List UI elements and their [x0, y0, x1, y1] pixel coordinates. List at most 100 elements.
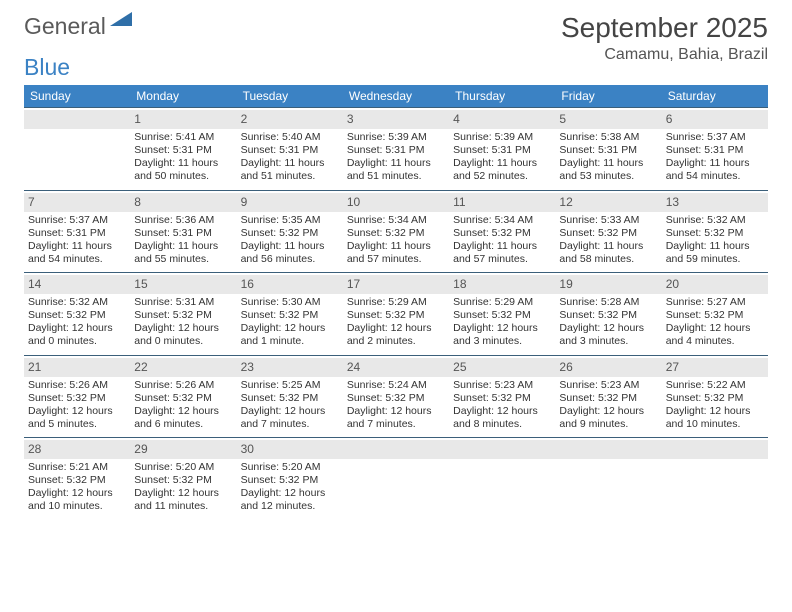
daylight-line: Daylight: 12 hours and 9 minutes.: [559, 405, 657, 431]
day-number: 6: [662, 110, 768, 129]
daylight-line: Daylight: 11 hours and 57 minutes.: [453, 240, 551, 266]
day-number: 19: [555, 275, 661, 294]
daylight-line: Daylight: 11 hours and 54 minutes.: [28, 240, 126, 266]
sunset-line: Sunset: 5:31 PM: [134, 227, 232, 240]
dow-header: Sunday: [24, 85, 130, 107]
sunset-line: Sunset: 5:31 PM: [241, 144, 339, 157]
sunrise-line: Sunrise: 5:32 AM: [28, 296, 126, 309]
sunrise-line: Sunrise: 5:35 AM: [241, 214, 339, 227]
day-number: 3: [343, 110, 449, 129]
day-cell: 21Sunrise: 5:26 AMSunset: 5:32 PMDayligh…: [24, 355, 130, 438]
day-cell: 1Sunrise: 5:41 AMSunset: 5:31 PMDaylight…: [130, 107, 236, 190]
day-number: 28: [24, 440, 130, 459]
daylight-line: Daylight: 12 hours and 0 minutes.: [134, 322, 232, 348]
sunrise-line: Sunrise: 5:20 AM: [134, 461, 232, 474]
daylight-line: Daylight: 12 hours and 0 minutes.: [28, 322, 126, 348]
day-cell: 11Sunrise: 5:34 AMSunset: 5:32 PMDayligh…: [449, 190, 555, 273]
sunrise-line: Sunrise: 5:38 AM: [559, 131, 657, 144]
day-number: 13: [662, 193, 768, 212]
sunset-line: Sunset: 5:32 PM: [666, 309, 764, 322]
daylight-line: Daylight: 12 hours and 5 minutes.: [28, 405, 126, 431]
daylight-line: Daylight: 11 hours and 59 minutes.: [666, 240, 764, 266]
sunrise-line: Sunrise: 5:26 AM: [134, 379, 232, 392]
day-cell: 24Sunrise: 5:24 AMSunset: 5:32 PMDayligh…: [343, 355, 449, 438]
logo: General: [24, 12, 134, 41]
daylight-line: Daylight: 12 hours and 7 minutes.: [241, 405, 339, 431]
day-number: 14: [24, 275, 130, 294]
sunrise-line: Sunrise: 5:37 AM: [666, 131, 764, 144]
day-cell: 2Sunrise: 5:40 AMSunset: 5:31 PMDaylight…: [237, 107, 343, 190]
daylight-line: Daylight: 11 hours and 56 minutes.: [241, 240, 339, 266]
daylight-line: Daylight: 12 hours and 4 minutes.: [666, 322, 764, 348]
day-number: 4: [449, 110, 555, 129]
day-number: 7: [24, 193, 130, 212]
day-cell: 29Sunrise: 5:20 AMSunset: 5:32 PMDayligh…: [130, 437, 236, 520]
sunrise-line: Sunrise: 5:26 AM: [28, 379, 126, 392]
blank-cell: [662, 437, 768, 520]
sunrise-line: Sunrise: 5:22 AM: [666, 379, 764, 392]
daylight-line: Daylight: 12 hours and 1 minute.: [241, 322, 339, 348]
month-title: September 2025: [561, 12, 768, 44]
sunrise-line: Sunrise: 5:20 AM: [241, 461, 339, 474]
daylight-line: Daylight: 11 hours and 55 minutes.: [134, 240, 232, 266]
day-cell: 7Sunrise: 5:37 AMSunset: 5:31 PMDaylight…: [24, 190, 130, 273]
day-number: 8: [130, 193, 236, 212]
daylight-line: Daylight: 11 hours and 52 minutes.: [453, 157, 551, 183]
day-number: 10: [343, 193, 449, 212]
daylight-line: Daylight: 12 hours and 11 minutes.: [134, 487, 232, 513]
dow-header: Saturday: [662, 85, 768, 107]
day-number: 17: [343, 275, 449, 294]
sunset-line: Sunset: 5:32 PM: [134, 474, 232, 487]
day-number: 1: [130, 110, 236, 129]
sunset-line: Sunset: 5:32 PM: [134, 392, 232, 405]
day-cell: 28Sunrise: 5:21 AMSunset: 5:32 PMDayligh…: [24, 437, 130, 520]
sunrise-line: Sunrise: 5:41 AM: [134, 131, 232, 144]
sunset-line: Sunset: 5:32 PM: [241, 227, 339, 240]
sunset-line: Sunset: 5:31 PM: [559, 144, 657, 157]
blank-cell: [555, 437, 661, 520]
day-number: 16: [237, 275, 343, 294]
sunrise-line: Sunrise: 5:34 AM: [453, 214, 551, 227]
day-number: 9: [237, 193, 343, 212]
day-number: 22: [130, 358, 236, 377]
sunset-line: Sunset: 5:32 PM: [347, 227, 445, 240]
sunset-line: Sunset: 5:32 PM: [666, 392, 764, 405]
day-cell: 18Sunrise: 5:29 AMSunset: 5:32 PMDayligh…: [449, 272, 555, 355]
sunset-line: Sunset: 5:31 PM: [28, 227, 126, 240]
logo-triangle-icon: [110, 12, 132, 31]
day-cell: 16Sunrise: 5:30 AMSunset: 5:32 PMDayligh…: [237, 272, 343, 355]
sunrise-line: Sunrise: 5:29 AM: [347, 296, 445, 309]
day-number: 20: [662, 275, 768, 294]
dow-header: Wednesday: [343, 85, 449, 107]
day-cell: 9 Sunrise: 5:35 AMSunset: 5:32 PMDaylight…: [237, 190, 343, 273]
sunset-line: Sunset: 5:31 PM: [453, 144, 551, 157]
sunrise-line: Sunrise: 5:28 AM: [559, 296, 657, 309]
calendar-grid: SundayMondayTuesdayWednesdayThursdayFrid…: [24, 85, 768, 520]
daylight-line: Daylight: 12 hours and 2 minutes.: [347, 322, 445, 348]
sunrise-line: Sunrise: 5:39 AM: [347, 131, 445, 144]
day-cell: 14Sunrise: 5:32 AMSunset: 5:32 PMDayligh…: [24, 272, 130, 355]
daylight-line: Daylight: 12 hours and 3 minutes.: [453, 322, 551, 348]
sunset-line: Sunset: 5:32 PM: [453, 227, 551, 240]
logo-word-1: General: [24, 13, 106, 40]
sunset-line: Sunset: 5:32 PM: [28, 392, 126, 405]
daylight-line: Daylight: 12 hours and 8 minutes.: [453, 405, 551, 431]
daylight-line: Daylight: 12 hours and 6 minutes.: [134, 405, 232, 431]
day-cell: 17Sunrise: 5:29 AMSunset: 5:32 PMDayligh…: [343, 272, 449, 355]
sunrise-line: Sunrise: 5:36 AM: [134, 214, 232, 227]
sunrise-line: Sunrise: 5:34 AM: [347, 214, 445, 227]
dow-header: Monday: [130, 85, 236, 107]
dow-header: Thursday: [449, 85, 555, 107]
sunset-line: Sunset: 5:32 PM: [347, 392, 445, 405]
sunset-line: Sunset: 5:32 PM: [241, 474, 339, 487]
sunset-line: Sunset: 5:32 PM: [453, 392, 551, 405]
dow-header: Tuesday: [237, 85, 343, 107]
sunset-line: Sunset: 5:32 PM: [28, 474, 126, 487]
sunset-line: Sunset: 5:32 PM: [559, 392, 657, 405]
sunrise-line: Sunrise: 5:23 AM: [559, 379, 657, 392]
sunrise-line: Sunrise: 5:27 AM: [666, 296, 764, 309]
day-cell: 30Sunrise: 5:20 AMSunset: 5:32 PMDayligh…: [237, 437, 343, 520]
sunset-line: Sunset: 5:32 PM: [241, 309, 339, 322]
blank-cell: [343, 437, 449, 520]
day-cell: 6Sunrise: 5:37 AMSunset: 5:31 PMDaylight…: [662, 107, 768, 190]
